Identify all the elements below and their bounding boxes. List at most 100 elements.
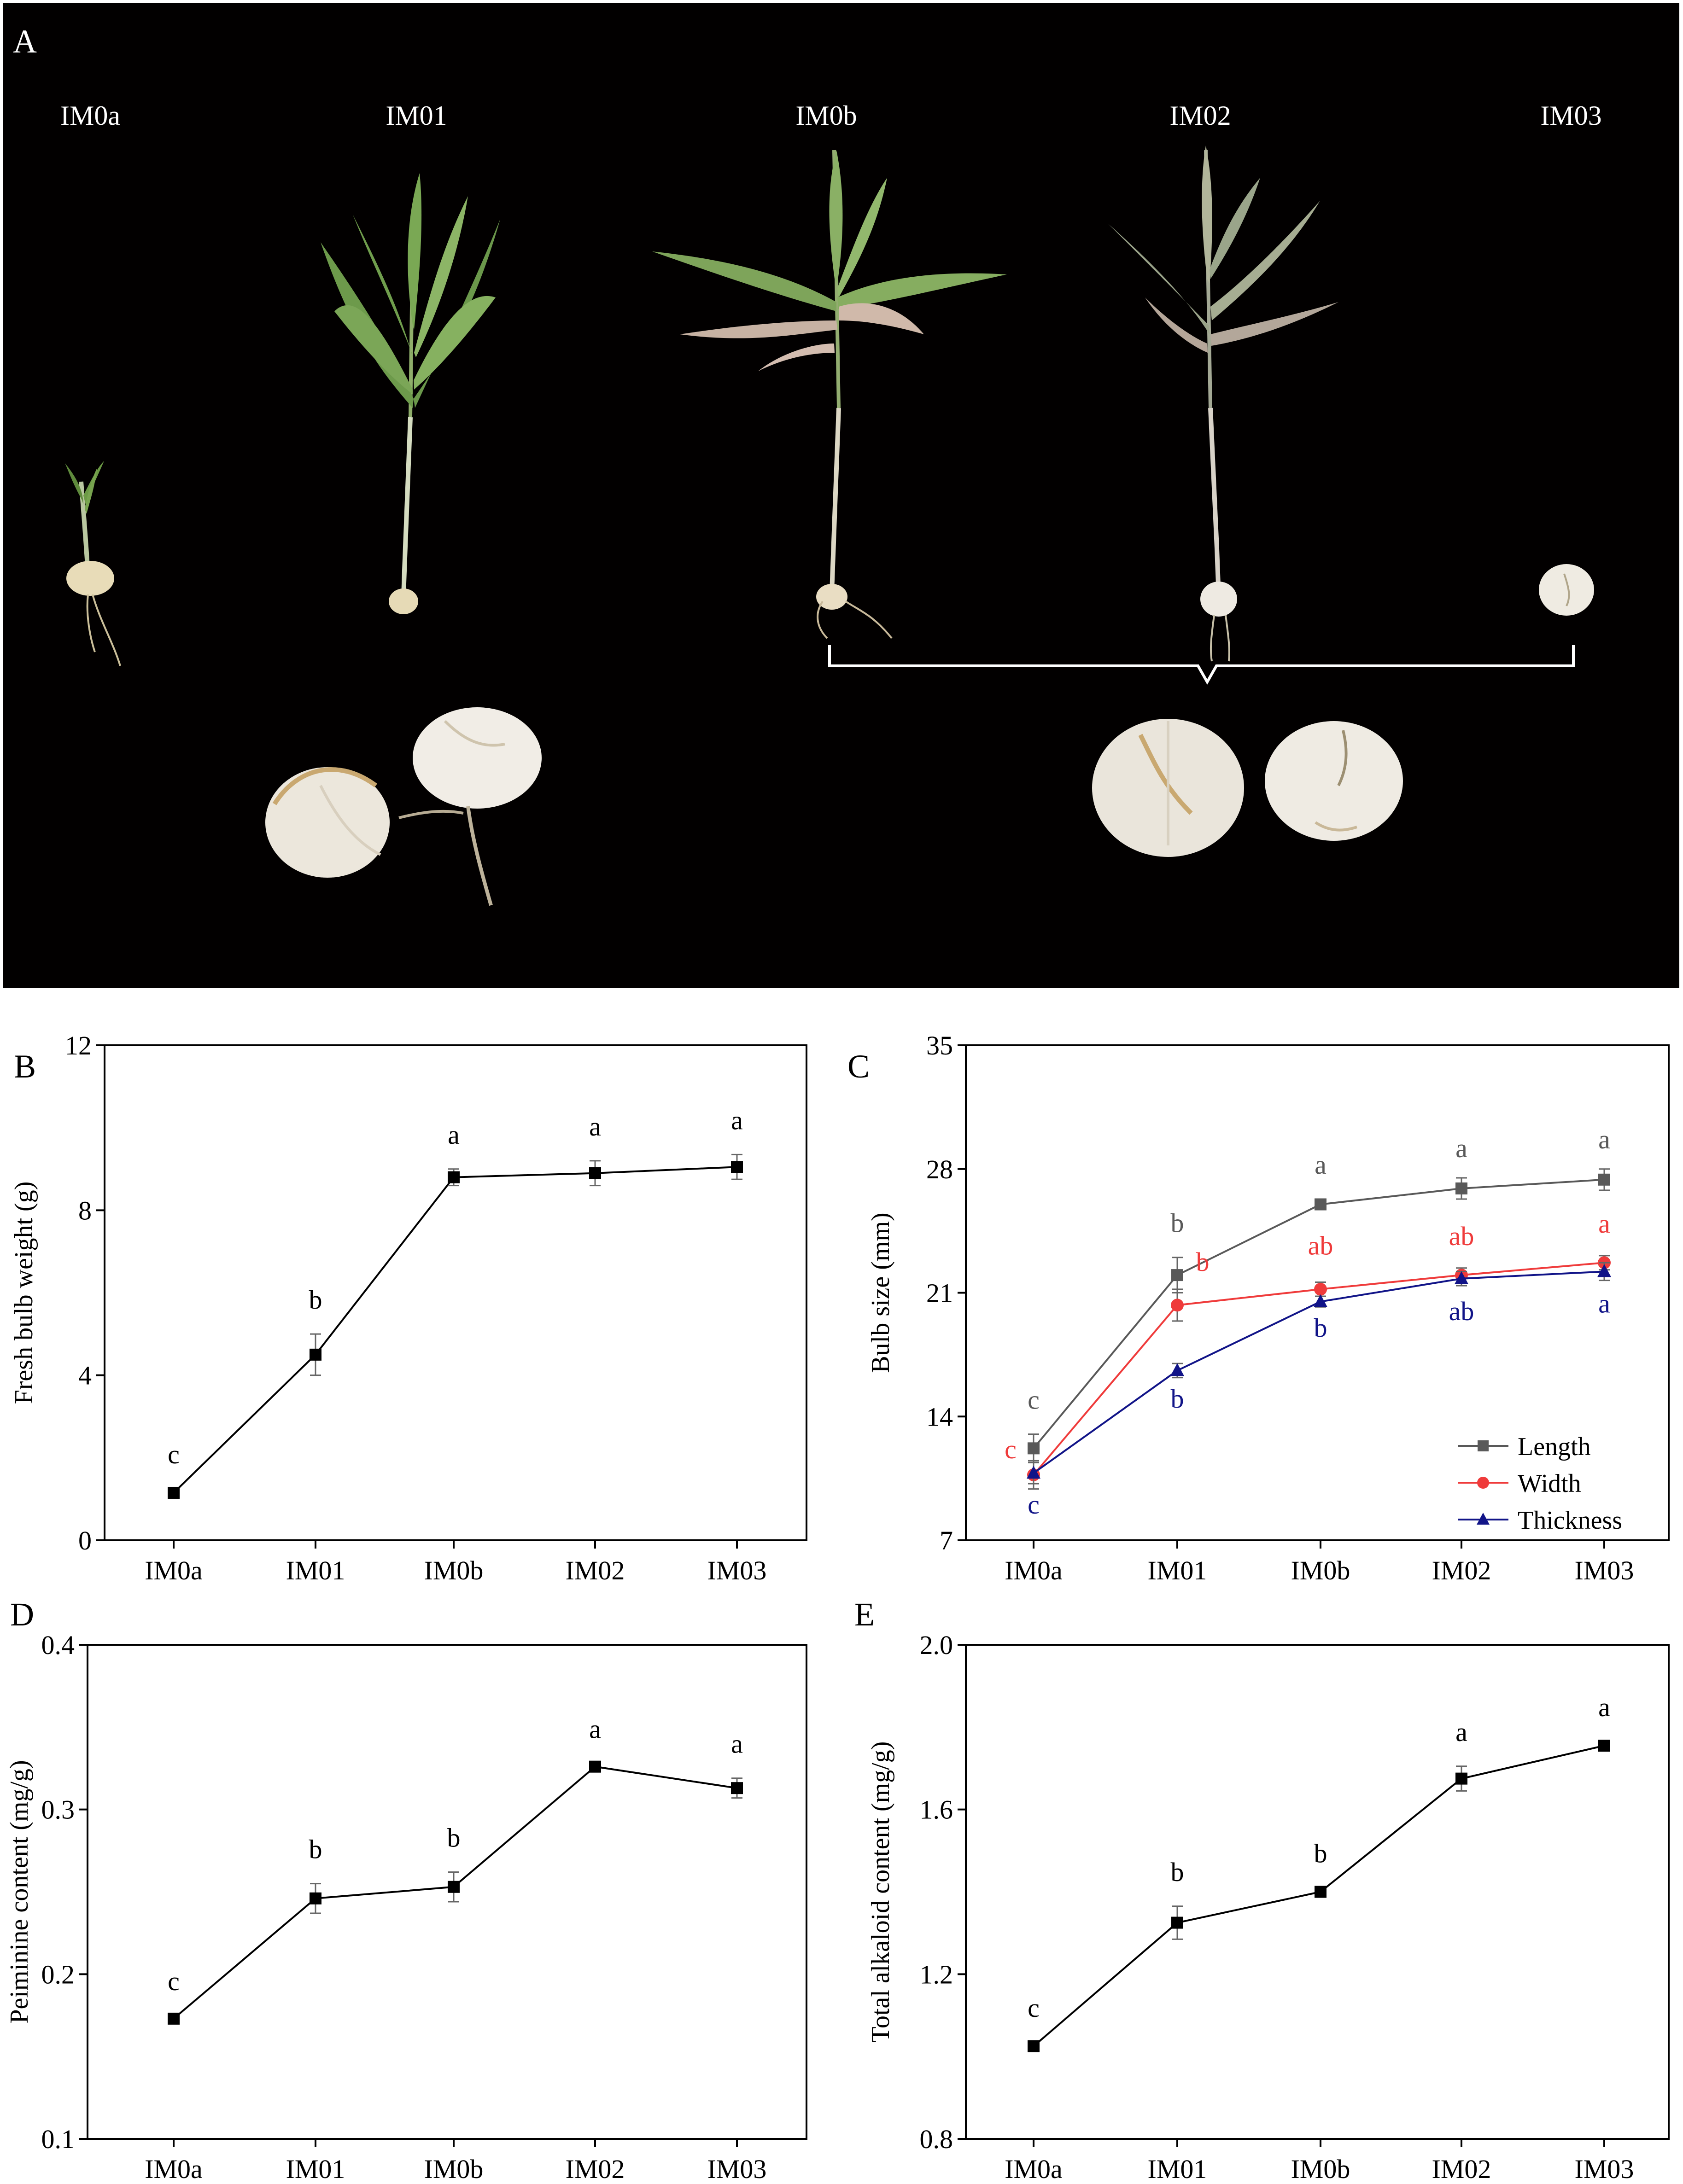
- x-tick-label: IM0b: [424, 2154, 484, 2184]
- significance-letter: a: [1598, 1209, 1610, 1239]
- significance-letter: c: [1028, 1490, 1040, 1520]
- data-point: [1315, 1886, 1327, 1898]
- data-point: [1028, 2040, 1040, 2052]
- data-point: [1171, 1269, 1183, 1281]
- x-tick-label: IM0a: [1005, 1555, 1063, 1585]
- significance-letter: c: [1028, 1385, 1040, 1415]
- x-tick-label: IM02: [1432, 1555, 1491, 1585]
- data-point: [1315, 1198, 1327, 1211]
- specimen-label: IM03: [1540, 100, 1601, 131]
- x-tick-label: IM01: [1148, 1555, 1207, 1585]
- data-point: [731, 1782, 743, 1794]
- y-tick-label: 1.2: [920, 1959, 953, 1989]
- plant-im0b: [652, 150, 1007, 639]
- significance-letter: a: [1455, 1133, 1467, 1163]
- legend-label: Length: [1518, 1433, 1591, 1461]
- significance-letter: ab: [1308, 1230, 1333, 1260]
- y-tick-label: 0.8: [920, 2124, 953, 2154]
- significance-letter: a: [1598, 1124, 1610, 1154]
- plant-im01: [321, 173, 500, 614]
- legend-marker: [1477, 1477, 1489, 1489]
- panel-label: D: [10, 1596, 34, 1633]
- x-tick-label: IM0a: [145, 2154, 203, 2184]
- significance-letter: b: [1171, 1208, 1184, 1238]
- y-tick-label: 0.4: [41, 1630, 75, 1660]
- data-point: [310, 1892, 321, 1904]
- data-point: [448, 1171, 460, 1183]
- plant-im0a: [65, 461, 121, 666]
- significance-letter: c: [1005, 1434, 1017, 1464]
- significance-letter: a: [448, 1120, 460, 1150]
- significance-letter: a: [1598, 1289, 1610, 1319]
- y-tick-label: 4: [78, 1361, 92, 1391]
- specimen-label: IM0b: [795, 100, 857, 131]
- significance-letter: b: [1171, 1857, 1184, 1887]
- plot-frame: [104, 1044, 807, 1541]
- cut-bulbs-right: [1092, 719, 1403, 857]
- significance-letter: a: [589, 1112, 601, 1142]
- data-point: [310, 1348, 321, 1361]
- data-point: [1028, 1442, 1040, 1455]
- y-tick-label: 21: [926, 1278, 953, 1308]
- data-point: [1027, 1466, 1040, 1479]
- data-point: [448, 1881, 460, 1893]
- significance-letter: b: [1196, 1247, 1210, 1277]
- y-axis-label: Total alkaloid content (mg/g): [866, 1741, 895, 2043]
- significance-letter: c: [1028, 1993, 1040, 2023]
- x-tick-label: IM0b: [1291, 2154, 1350, 2184]
- y-tick-label: 35: [926, 1031, 953, 1060]
- significance-letter: b: [1314, 1313, 1327, 1343]
- data-point: [1314, 1294, 1327, 1307]
- specimen-label: IM02: [1169, 100, 1231, 131]
- y-tick-label: 1.6: [920, 1795, 953, 1825]
- significance-letter: b: [447, 1823, 461, 1853]
- x-tick-label: IM0b: [1291, 1555, 1350, 1585]
- photo-panel: A IM0a IM01 IM0b IM02 IM03: [3, 3, 1679, 988]
- significance-letter: b: [1314, 1839, 1327, 1869]
- significance-letter: ab: [1449, 1221, 1474, 1251]
- y-tick-label: 2.0: [920, 1630, 953, 1660]
- significance-letter: a: [731, 1105, 743, 1135]
- y-tick-label: 0.1: [41, 2124, 75, 2154]
- significance-letter: a: [1315, 1150, 1327, 1180]
- y-tick-label: 8: [78, 1195, 92, 1225]
- data-point: [1455, 1182, 1467, 1194]
- x-tick-label: IM01: [286, 2154, 345, 2184]
- data-point: [731, 1161, 743, 1173]
- y-tick-label: 0.3: [41, 1795, 75, 1825]
- panel-label: B: [14, 1048, 36, 1085]
- x-tick-label: IM0a: [145, 1555, 203, 1585]
- x-tick-label: IM03: [1575, 1555, 1634, 1585]
- bracket: [828, 645, 1575, 685]
- significance-letter: a: [1455, 1717, 1467, 1747]
- x-tick-label: IM02: [1432, 2154, 1491, 2184]
- panel-label: E: [854, 1596, 875, 1633]
- data-point: [168, 1486, 180, 1499]
- plot-frame: [87, 1644, 807, 2140]
- legend-marker: [1478, 1440, 1489, 1451]
- data-point: [1171, 1916, 1183, 1929]
- x-tick-label: IM01: [286, 1555, 345, 1585]
- legend-label: Width: [1518, 1469, 1581, 1498]
- x-tick-label: IM0a: [1005, 2154, 1063, 2184]
- y-tick-label: 28: [926, 1154, 953, 1184]
- data-point: [1314, 1282, 1327, 1296]
- x-tick-label: IM03: [1575, 2154, 1634, 2184]
- significance-letter: c: [168, 1966, 180, 1996]
- significance-letter: ab: [1449, 1296, 1474, 1326]
- y-axis-label: Peiminine content (mg/g): [5, 1760, 34, 2023]
- data-point: [1455, 1772, 1467, 1785]
- data-point: [1171, 1299, 1184, 1312]
- data-point: [1598, 1740, 1610, 1752]
- significance-letter: b: [1171, 1384, 1184, 1414]
- y-tick-label: 14: [926, 1402, 953, 1432]
- significance-letter: a: [589, 1714, 601, 1744]
- legend-marker: [1477, 1513, 1490, 1525]
- x-tick-label: IM02: [566, 2154, 625, 2184]
- photo-illustration: A IM0a IM01 IM0b IM02 IM03: [13, 23, 1602, 906]
- specimen-label: IM0a: [60, 100, 120, 131]
- x-tick-label: IM01: [1148, 2154, 1207, 2184]
- x-tick-label: IM03: [707, 2154, 767, 2184]
- plot-frame: [965, 1644, 1670, 2140]
